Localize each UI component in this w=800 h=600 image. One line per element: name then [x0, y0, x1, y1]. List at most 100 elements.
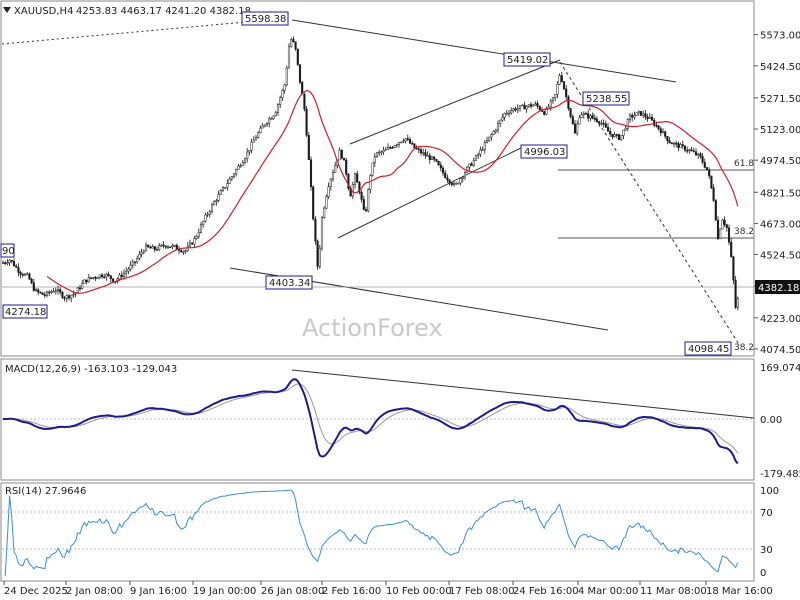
candle-body	[441, 167, 445, 174]
candle-body	[690, 149, 693, 152]
rsi-tick-70: 70	[760, 508, 773, 519]
fib-38-label: 38.2	[734, 227, 754, 237]
candle-body	[87, 277, 90, 283]
candle-body	[417, 148, 420, 151]
candle-body	[688, 149, 691, 152]
candle-body	[518, 105, 522, 109]
candle-body	[105, 273, 108, 278]
candle-body	[193, 238, 196, 245]
low-3-box	[684, 341, 732, 356]
candle-body	[389, 147, 392, 149]
candle-body	[492, 131, 495, 135]
candle-body	[681, 144, 684, 147]
time-tick-label: 10 Feb 00:00	[386, 586, 452, 597]
low-2-label: 4274.18	[5, 307, 46, 318]
candle-body	[507, 112, 511, 115]
candle-body	[573, 123, 577, 134]
candle-body	[402, 140, 405, 143]
candle-body	[111, 278, 115, 282]
candle-body	[439, 164, 442, 169]
candle-body	[580, 114, 583, 118]
candle-body	[197, 232, 200, 237]
candle-body	[274, 112, 277, 117]
candle-body	[265, 123, 269, 126]
candle-body	[472, 159, 475, 166]
candle-body	[422, 152, 425, 154]
candle-body	[499, 119, 502, 124]
candle-body	[180, 250, 183, 253]
candle-body	[138, 253, 141, 259]
candle-body	[474, 155, 478, 161]
candle-body	[479, 149, 482, 155]
candle-body	[103, 276, 106, 279]
candle-body	[292, 39, 295, 43]
candle-body	[448, 179, 451, 184]
candle-body	[710, 175, 713, 189]
rsi-tick-30: 30	[760, 545, 773, 556]
candle-body	[675, 142, 678, 145]
candle-body	[213, 201, 216, 206]
candle-body	[397, 142, 401, 145]
candle-body	[127, 268, 130, 272]
candle-body	[683, 145, 687, 151]
candle-body	[657, 125, 660, 130]
candle-body	[318, 247, 321, 267]
candle-body	[188, 242, 192, 247]
candle-body	[208, 211, 211, 215]
candle-body	[593, 118, 596, 120]
candle-body	[364, 209, 368, 212]
candle-body	[556, 83, 559, 95]
candle-body	[521, 104, 524, 107]
candle-body	[61, 292, 64, 298]
candle-body	[217, 194, 220, 201]
trendlines	[1, 17, 754, 347]
dropdown-arrow-icon[interactable]	[3, 7, 11, 13]
candle-body	[485, 140, 489, 143]
candle-body	[672, 142, 676, 145]
candle-body	[428, 155, 431, 160]
candle-body	[694, 151, 698, 156]
low-2-box	[2, 304, 48, 319]
candle-body	[661, 131, 665, 134]
level-labels: 5598.38 5419.02 5238.55 4996.03 4403.34 …	[0, 11, 754, 356]
candle-body	[514, 108, 517, 111]
candle-body	[406, 138, 409, 140]
time-tick-label: 2 Feb 16:00	[322, 586, 381, 597]
candle-body	[371, 162, 374, 176]
candle-body	[624, 128, 627, 131]
candle-body	[613, 134, 616, 138]
candle-body	[551, 97, 555, 102]
candle-body	[191, 242, 194, 245]
candle-body	[719, 228, 722, 239]
candle-body	[468, 163, 471, 168]
time-tick-label: 26 Jan 08:00	[261, 586, 324, 597]
macd-pane-frame	[0, 358, 755, 481]
high-1-box	[241, 11, 289, 26]
time-tick-label: 4 Mar 00:00	[578, 586, 638, 597]
candle-body	[457, 182, 460, 185]
candle-body	[140, 252, 143, 255]
candle-body	[459, 178, 462, 184]
rsi-pane-frame	[0, 482, 755, 582]
candle-body	[26, 273, 29, 276]
candle-body	[171, 245, 174, 248]
candle-body	[120, 274, 123, 277]
candle-body	[386, 147, 390, 150]
candle-body	[714, 200, 717, 221]
candle-body	[554, 94, 557, 98]
candle-body	[331, 172, 335, 180]
macd-axis: 169.074 0.00 -179.485	[760, 363, 800, 480]
candle-body	[45, 291, 49, 296]
candle-body	[232, 173, 236, 177]
candle-body	[701, 156, 704, 163]
price-tick-label: 4821.50	[760, 188, 800, 199]
candle-body	[1, 262, 5, 264]
candle-body	[411, 143, 414, 145]
candle-body	[144, 244, 148, 252]
candle-body	[503, 112, 506, 118]
dotted-projection-line	[559, 61, 741, 347]
candle-body	[131, 261, 134, 266]
time-tick-label: 18 Mar 16:00	[706, 586, 773, 597]
macd-tick-top: 169.074	[760, 363, 800, 374]
candle-body	[320, 217, 324, 249]
